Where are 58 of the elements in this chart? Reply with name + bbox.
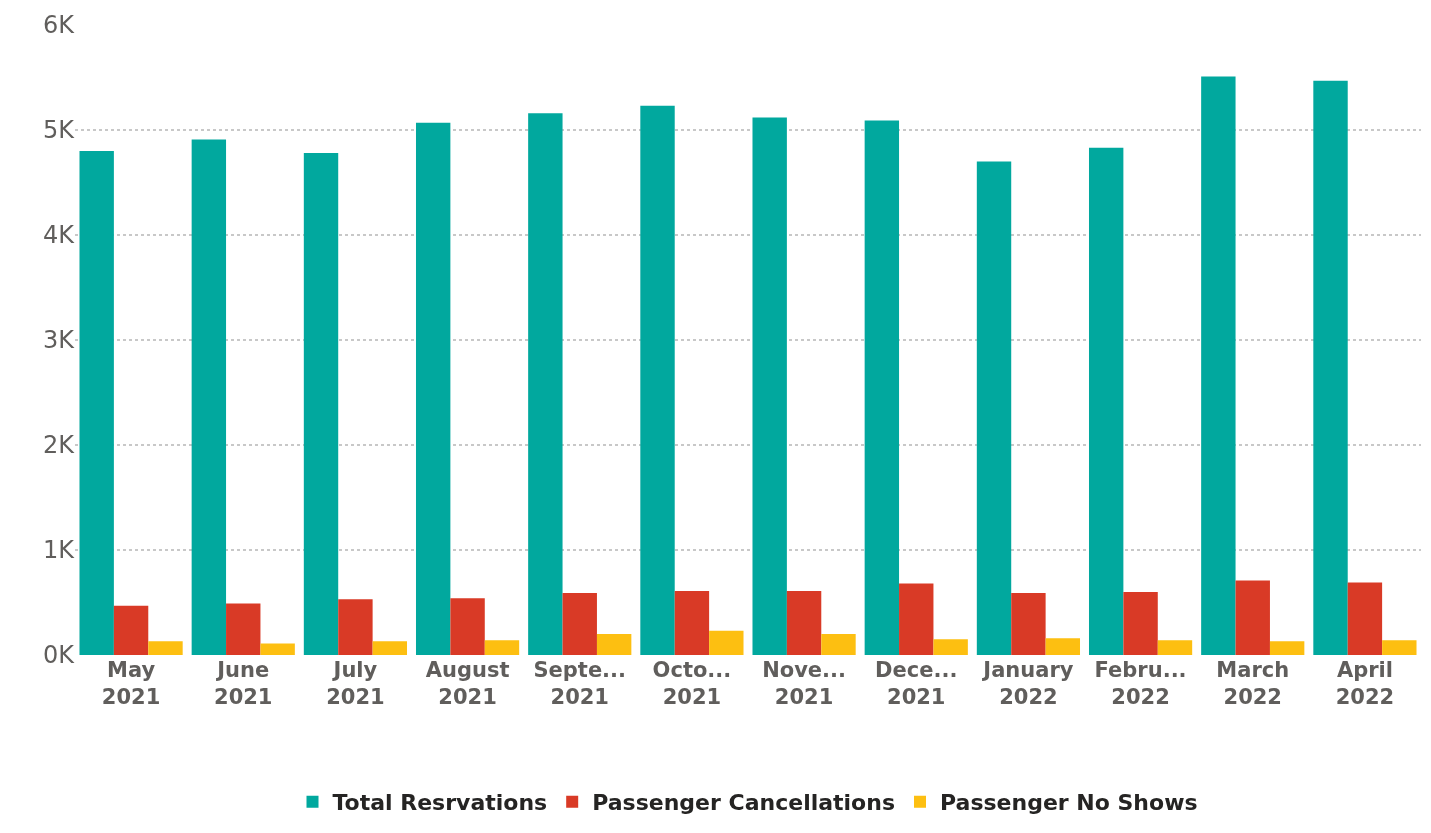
bar [709, 630, 744, 655]
bar [1157, 640, 1193, 655]
x-tick-label: August 2021 [425, 658, 510, 710]
x-tick-label: Septe... 2021 [533, 658, 627, 710]
bar [1201, 76, 1236, 655]
bar [79, 151, 114, 655]
y-tick-label: 4K [42, 221, 76, 250]
bar [415, 122, 451, 655]
x-tick-label: Febru... 2022 [1094, 658, 1187, 710]
bar [303, 153, 339, 655]
bar [260, 643, 295, 655]
x-tick-label: May 2021 [101, 658, 161, 710]
x-tick-label: June 2021 [214, 658, 273, 710]
x-tick-label: Dece... 2021 [875, 658, 958, 710]
x-tick-label: Octo... 2021 [652, 658, 732, 710]
bar [338, 599, 373, 655]
x-tick-label: April 2022 [1335, 658, 1395, 710]
y-tick-label: 2K [42, 431, 76, 460]
x-tick-label: Nove... 2021 [762, 658, 847, 710]
x-tick-label: March 2022 [1216, 658, 1290, 710]
x-tick-label: January 2022 [981, 658, 1074, 710]
bar [226, 603, 261, 655]
bar [1235, 580, 1270, 655]
bar [191, 139, 227, 655]
legend-label: Passenger No Shows [940, 790, 1198, 816]
bar [1313, 80, 1348, 655]
y-tick-label: 1K [42, 536, 76, 565]
bar [786, 590, 822, 655]
bar [752, 117, 787, 655]
y-tick-label: 3K [42, 326, 76, 355]
legend-label: Total Resrvations [332, 790, 548, 816]
y-tick-label: 6K [42, 11, 76, 40]
bar [596, 634, 632, 655]
bar [562, 593, 597, 655]
bar [1123, 592, 1158, 655]
y-tick-label: 0K [42, 641, 76, 670]
legend-label: Passenger Cancellations [592, 790, 895, 816]
y-tick-label: 5K [42, 116, 76, 145]
bar [1045, 638, 1081, 655]
bar [821, 634, 856, 655]
bar [1088, 147, 1124, 655]
bar [1382, 640, 1417, 655]
bar [148, 641, 183, 655]
bar [450, 598, 485, 655]
bar [674, 590, 710, 655]
bar [933, 639, 968, 655]
bar [1011, 593, 1046, 655]
bar [864, 120, 900, 655]
bar [1347, 582, 1383, 655]
bar [976, 161, 1012, 655]
bar [113, 605, 149, 655]
bar [899, 583, 934, 655]
bar [484, 640, 520, 655]
bar [1269, 641, 1305, 655]
bar [372, 641, 408, 655]
x-tick-label: July 2021 [326, 658, 385, 710]
bar [528, 113, 563, 655]
bar [640, 105, 675, 655]
